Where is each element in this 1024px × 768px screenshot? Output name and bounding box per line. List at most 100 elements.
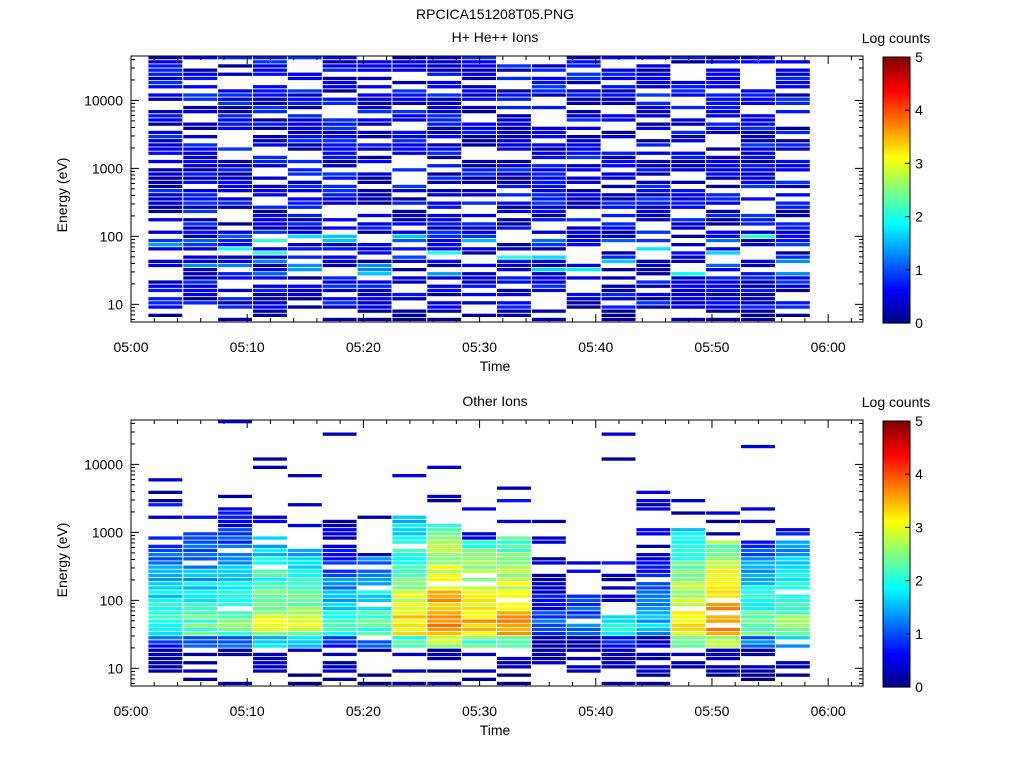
heat-cell (322, 573, 357, 578)
heat-cell (741, 648, 775, 652)
heat-cell (706, 110, 740, 114)
heat-cell (531, 80, 566, 85)
heat-cell (741, 677, 775, 681)
heat-cell (183, 176, 218, 180)
heat-cell (741, 288, 775, 293)
heat-cell (636, 238, 671, 243)
heat-cell (392, 615, 427, 619)
heat-cell (671, 155, 706, 160)
heat-cell (566, 276, 601, 280)
heat-cell (253, 553, 287, 557)
heat-cell (218, 615, 252, 619)
heat-cell (148, 607, 183, 611)
heat-cell (357, 598, 392, 602)
heat-cell (531, 586, 566, 590)
heat-cell (497, 218, 531, 222)
heat-cell (218, 180, 252, 184)
heat-cell (775, 615, 810, 619)
colorbar-step (883, 655, 910, 659)
heat-cell (287, 553, 322, 557)
heat-cell (741, 607, 775, 611)
heat-cell (357, 64, 392, 68)
heat-cell (253, 205, 287, 209)
heat-cell (148, 557, 183, 561)
heat-cell (636, 507, 671, 511)
heat-cell (253, 276, 287, 280)
heat-cell (218, 189, 252, 193)
colorbar-step (883, 476, 910, 481)
heat-cell (322, 590, 357, 594)
heat-cell (183, 72, 218, 76)
heat-cell (462, 247, 496, 251)
heat-cell (287, 548, 322, 553)
heat-cell (357, 105, 392, 110)
heat-cell (671, 557, 706, 561)
heat-cell (462, 263, 496, 268)
heat-cell (427, 305, 462, 309)
heat-cell (148, 197, 183, 201)
heat-cell (741, 230, 775, 234)
heat-cell (322, 80, 357, 85)
heat-cell (531, 230, 566, 234)
heat-cell (148, 490, 183, 494)
heat-cell (671, 590, 706, 594)
heat-cell (392, 114, 427, 118)
heat-cell (671, 532, 706, 536)
heat-cell (601, 97, 636, 101)
colorbar-step (883, 444, 910, 449)
heat-cell (392, 89, 427, 93)
heat-cell (148, 611, 183, 615)
heat-cell (287, 565, 322, 569)
heat-cell (706, 301, 740, 305)
heat-cell (357, 623, 392, 627)
heat-cell (462, 110, 496, 114)
heat-cell (462, 553, 496, 557)
heat-cell (287, 218, 322, 222)
heat-cell (566, 151, 601, 155)
heat-cell (183, 652, 218, 657)
colorbar-step (883, 163, 910, 167)
heat-cell (706, 238, 740, 243)
heat-cell (706, 101, 740, 105)
heat-cell (287, 234, 322, 238)
heat-cell (183, 611, 218, 615)
heat-cell (287, 636, 322, 640)
heat-cell (287, 288, 322, 293)
heat-cell (183, 553, 218, 557)
colorbar-step (883, 647, 910, 651)
heat-cell (357, 259, 392, 263)
heat-cell (218, 72, 252, 76)
heat-cell (741, 114, 775, 118)
heat-cell (148, 553, 183, 557)
heat-cell (601, 135, 636, 139)
heat-cell (183, 594, 218, 598)
heat-cell (357, 673, 392, 677)
heat-cell (601, 114, 636, 118)
heat-cell (636, 503, 671, 507)
colorbar-step (883, 243, 910, 247)
heat-cell (601, 297, 636, 301)
heat-cell (741, 168, 775, 172)
bottom-heatmap (148, 420, 810, 686)
heat-cell (531, 180, 566, 184)
colorbar-step (883, 615, 910, 619)
heat-cell (636, 284, 671, 288)
heat-cell (706, 636, 740, 640)
heat-cell (497, 147, 531, 151)
heat-cell (601, 665, 636, 669)
heat-cell (427, 607, 462, 611)
heat-cell (566, 101, 601, 105)
colorbar-step (883, 150, 910, 154)
heat-cell (636, 673, 671, 677)
heat-cell (392, 623, 427, 627)
heat-cell (287, 561, 322, 565)
heat-cell (531, 288, 566, 293)
heat-cell (636, 143, 671, 147)
colorbar-step (883, 219, 910, 223)
heat-cell (462, 172, 496, 176)
heat-cell (601, 213, 636, 218)
heat-cell (566, 126, 601, 130)
heat-cell (148, 565, 183, 569)
heat-cell (253, 164, 287, 168)
heat-cell (183, 234, 218, 238)
